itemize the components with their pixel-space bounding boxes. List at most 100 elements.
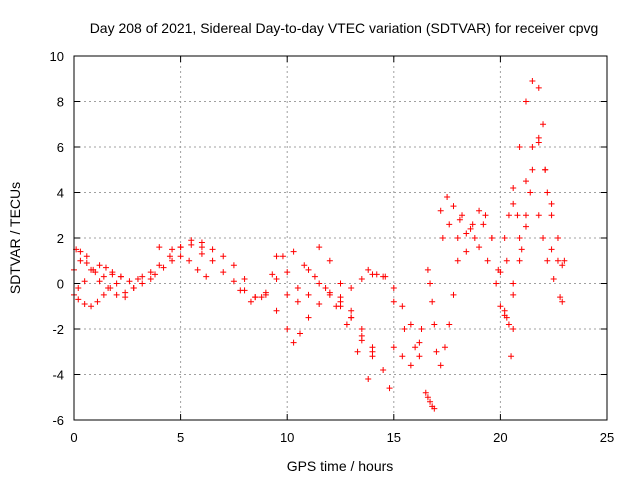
data-point	[437, 362, 444, 369]
data-point	[75, 296, 82, 303]
data-point	[316, 280, 323, 287]
x-tick-label: 20	[493, 430, 507, 445]
data-point	[358, 332, 365, 339]
series-track-14	[422, 389, 438, 412]
data-point	[220, 269, 227, 276]
data-point	[96, 262, 103, 269]
y-tick-label: 8	[57, 95, 64, 110]
data-point	[501, 307, 508, 314]
data-point	[431, 405, 438, 412]
data-point	[169, 246, 176, 253]
data-point	[554, 235, 561, 241]
x-tick-label: 0	[70, 430, 77, 445]
data-point	[194, 266, 201, 273]
data-point	[100, 273, 107, 280]
data-point	[83, 260, 90, 267]
data-point	[92, 269, 99, 276]
x-tick-label: 10	[280, 430, 294, 445]
data-point	[241, 275, 248, 282]
series-track-24	[535, 212, 568, 301]
data-point	[559, 298, 566, 305]
data-point	[446, 321, 453, 328]
data-point	[399, 303, 406, 310]
data-point	[540, 121, 547, 128]
data-point	[139, 280, 146, 287]
data-point	[427, 398, 434, 405]
data-point	[262, 291, 269, 298]
data-point	[529, 144, 536, 150]
data-point	[75, 285, 82, 292]
data-point	[516, 144, 523, 150]
data-point	[209, 257, 216, 264]
data-point	[284, 269, 291, 276]
data-point	[514, 212, 521, 219]
data-point	[510, 326, 517, 332]
data-point	[454, 235, 461, 241]
data-point	[230, 262, 237, 269]
data-point	[247, 298, 254, 305]
data-point	[100, 291, 107, 298]
data-point	[198, 250, 205, 257]
y-tick-label: 4	[57, 186, 64, 201]
x-axis-label: GPS time / hours	[287, 458, 394, 474]
data-point	[444, 194, 451, 201]
data-point	[237, 287, 244, 294]
data-point	[77, 248, 84, 255]
data-point	[83, 253, 90, 260]
data-point	[501, 235, 508, 241]
data-point	[369, 353, 376, 360]
data-marks	[71, 78, 568, 412]
data-point	[130, 285, 137, 292]
data-point	[382, 273, 389, 280]
data-point	[358, 326, 365, 332]
data-point	[422, 389, 429, 396]
data-point	[484, 257, 491, 264]
data-point	[463, 230, 470, 237]
data-point	[493, 280, 500, 287]
data-point	[186, 257, 193, 264]
data-point	[510, 184, 517, 191]
series-track-18	[439, 221, 512, 328]
data-point	[147, 269, 154, 276]
data-point	[535, 139, 542, 146]
data-point	[290, 339, 297, 346]
data-point	[503, 257, 510, 264]
data-point	[311, 273, 318, 280]
y-tick-label: -4	[52, 368, 64, 383]
data-point	[505, 321, 512, 328]
data-point	[516, 257, 523, 264]
data-point	[476, 244, 483, 251]
data-point	[273, 275, 280, 282]
series-track-22	[510, 139, 566, 298]
data-point	[518, 246, 525, 253]
data-point	[337, 294, 344, 301]
data-point	[548, 200, 555, 207]
data-point	[316, 300, 323, 307]
data-point	[535, 212, 542, 219]
data-point	[258, 294, 265, 301]
data-point	[529, 166, 536, 173]
data-point	[348, 314, 355, 321]
y-tick-label: 10	[50, 49, 64, 64]
data-point	[88, 303, 95, 310]
data-point	[510, 280, 517, 287]
data-point	[169, 257, 176, 264]
data-point	[429, 298, 436, 305]
data-point	[416, 353, 423, 360]
data-point	[542, 166, 549, 173]
y-tick-label: 6	[57, 140, 64, 155]
data-point	[296, 330, 303, 337]
data-point	[117, 273, 124, 280]
data-point	[269, 271, 276, 278]
data-point	[424, 394, 431, 401]
data-point	[456, 216, 463, 223]
data-point	[548, 246, 555, 253]
data-point	[540, 235, 547, 241]
data-point	[441, 344, 448, 351]
series-track-16	[437, 257, 461, 369]
data-point	[390, 285, 397, 292]
data-point	[134, 275, 141, 282]
data-point	[81, 300, 88, 307]
data-point	[554, 257, 561, 264]
gridlines	[74, 56, 607, 420]
